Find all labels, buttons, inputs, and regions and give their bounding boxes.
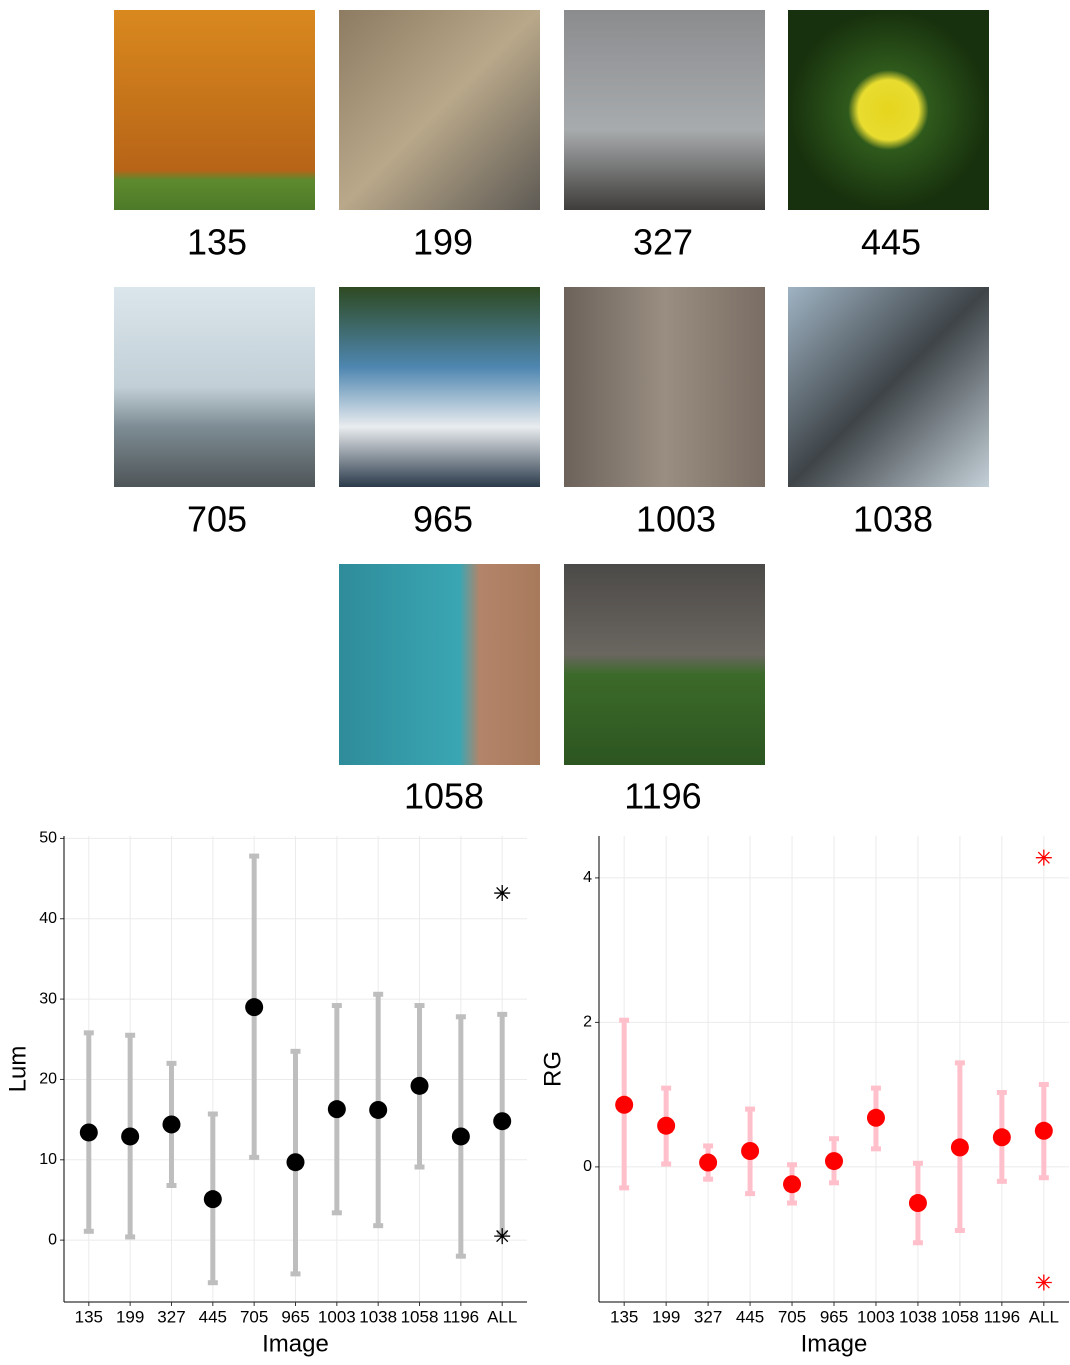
x-axis-title: Image bbox=[801, 1330, 868, 1357]
x-tick-label: 199 bbox=[116, 1307, 144, 1326]
x-tick-label: 1038 bbox=[899, 1307, 937, 1326]
thumbnail bbox=[339, 10, 540, 210]
thumbnail bbox=[114, 10, 315, 210]
y-tick-label: 50 bbox=[39, 830, 57, 847]
asterisk-marker bbox=[494, 1228, 511, 1245]
point bbox=[866, 1108, 885, 1127]
point bbox=[327, 1100, 346, 1119]
thumbnail bbox=[564, 564, 765, 765]
point bbox=[908, 1194, 927, 1213]
thumbnail-label: 965 bbox=[413, 499, 473, 540]
thumbnail bbox=[788, 10, 989, 210]
x-tick-label: 327 bbox=[694, 1307, 722, 1326]
x-tick-label: 965 bbox=[281, 1307, 309, 1326]
thumbnail bbox=[564, 10, 765, 210]
thumbnail bbox=[114, 287, 315, 487]
y-tick-label: 40 bbox=[39, 910, 57, 927]
thumbnail bbox=[339, 564, 540, 765]
x-tick-label: 1058 bbox=[941, 1307, 979, 1326]
asterisk-marker bbox=[1035, 849, 1052, 866]
point bbox=[286, 1153, 305, 1172]
point bbox=[245, 998, 264, 1017]
thumbnail bbox=[564, 287, 765, 487]
y-tick-label: 4 bbox=[583, 869, 592, 886]
x-tick-label: 1196 bbox=[443, 1307, 480, 1326]
thumbnail-label: 445 bbox=[861, 222, 921, 263]
thumbnail-label: 705 bbox=[187, 499, 247, 540]
point bbox=[162, 1115, 181, 1134]
thumbnail bbox=[788, 287, 989, 487]
x-tick-label: 1058 bbox=[401, 1307, 439, 1326]
point bbox=[657, 1116, 676, 1135]
x-tick-label: ALL bbox=[1029, 1307, 1059, 1326]
point bbox=[493, 1112, 512, 1131]
point bbox=[369, 1100, 388, 1119]
x-tick-label: 705 bbox=[240, 1307, 268, 1326]
y-axis-title: RG bbox=[539, 1051, 566, 1087]
point bbox=[79, 1123, 98, 1142]
y-tick-label: 2 bbox=[583, 1014, 592, 1031]
y-tick-label: 30 bbox=[39, 990, 57, 1007]
x-tick-label: 327 bbox=[157, 1307, 185, 1326]
x-tick-label: 199 bbox=[652, 1307, 680, 1326]
point bbox=[992, 1128, 1011, 1147]
x-tick-label: 135 bbox=[610, 1307, 638, 1326]
x-tick-label: 1038 bbox=[359, 1307, 397, 1326]
x-tick-label: 445 bbox=[736, 1307, 764, 1326]
asterisk-marker bbox=[1035, 1274, 1052, 1291]
asterisk-marker bbox=[494, 885, 511, 902]
thumbnail-label: 1003 bbox=[636, 499, 716, 540]
y-tick-label: 20 bbox=[39, 1071, 57, 1088]
thumbnail-label: 1058 bbox=[404, 776, 484, 817]
y-tick-label: 0 bbox=[583, 1158, 592, 1175]
point bbox=[615, 1095, 634, 1114]
thumbnail-label: 135 bbox=[187, 222, 247, 263]
thumbnail-label: 199 bbox=[413, 222, 473, 263]
x-tick-label: 1003 bbox=[318, 1307, 356, 1326]
x-tick-label: 445 bbox=[199, 1307, 227, 1326]
thumbnail-label: 327 bbox=[633, 222, 693, 263]
point bbox=[203, 1190, 222, 1209]
x-tick-label: 1003 bbox=[857, 1307, 895, 1326]
point bbox=[451, 1127, 470, 1146]
point bbox=[410, 1076, 429, 1095]
y-tick-label: 10 bbox=[39, 1151, 57, 1168]
x-tick-label: 965 bbox=[820, 1307, 848, 1326]
thumbnail-label: 1196 bbox=[624, 776, 701, 817]
x-tick-label: 135 bbox=[75, 1307, 103, 1326]
x-tick-label: 705 bbox=[778, 1307, 806, 1326]
x-axis-title: Image bbox=[262, 1330, 329, 1357]
point bbox=[699, 1153, 718, 1172]
y-tick-label: 0 bbox=[48, 1231, 57, 1248]
point bbox=[950, 1138, 969, 1157]
thumbnail-label: 1038 bbox=[853, 499, 933, 540]
x-tick-label: ALL bbox=[487, 1307, 517, 1326]
point bbox=[1034, 1121, 1053, 1140]
point bbox=[783, 1175, 802, 1194]
x-tick-label: 1196 bbox=[984, 1307, 1021, 1326]
point bbox=[741, 1142, 760, 1161]
point bbox=[825, 1152, 843, 1171]
thumbnail bbox=[339, 287, 540, 487]
point bbox=[121, 1127, 140, 1146]
y-axis-title: Lum bbox=[4, 1046, 31, 1093]
